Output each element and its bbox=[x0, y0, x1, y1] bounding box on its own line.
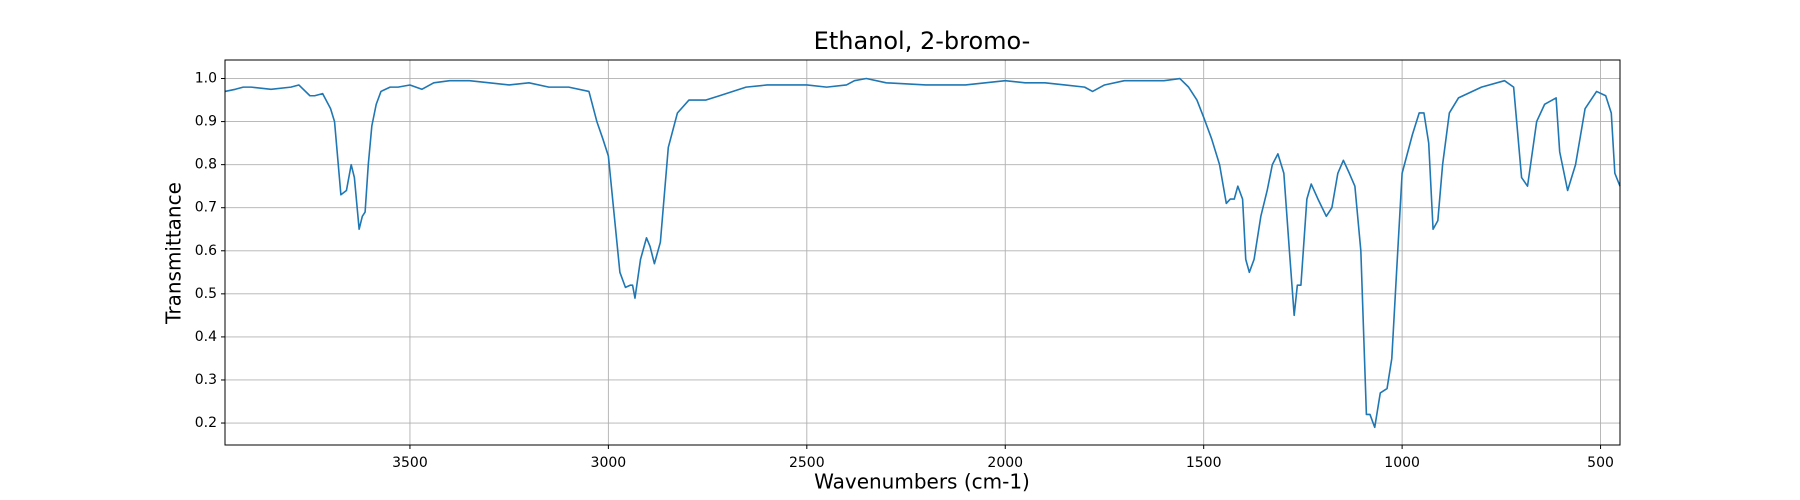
spectrum-line bbox=[224, 77, 1621, 429]
x-tick-label: 2500 bbox=[789, 455, 825, 471]
x-tick-label: 2000 bbox=[987, 455, 1023, 471]
x-tick-label: 1000 bbox=[1384, 455, 1420, 471]
y-tick-label: 0.7 bbox=[195, 200, 217, 216]
plot-frame bbox=[224, 59, 1621, 446]
x-axis-label: Wavenumbers (cm-1) bbox=[814, 470, 1030, 494]
y-tick-label: 0.4 bbox=[195, 329, 217, 345]
y-tick-label: 0.8 bbox=[195, 157, 217, 173]
y-tick-label: 0.3 bbox=[195, 372, 217, 388]
y-tick-label: 0.5 bbox=[195, 286, 217, 302]
y-axis-label: Transmittance bbox=[162, 182, 186, 325]
x-tick-label: 3000 bbox=[591, 455, 627, 471]
x-tick-label: 1500 bbox=[1186, 455, 1222, 471]
y-tick-label: 0.6 bbox=[195, 243, 217, 259]
x-tick-label: 3500 bbox=[392, 455, 428, 471]
x-tick-label: 500 bbox=[1587, 455, 1614, 471]
y-tick-label: 1.0 bbox=[195, 71, 217, 87]
y-tick-label: 0.9 bbox=[195, 114, 217, 130]
y-tick-label: 0.2 bbox=[195, 415, 217, 431]
chart-title: Ethanol, 2-bromo- bbox=[814, 27, 1031, 55]
